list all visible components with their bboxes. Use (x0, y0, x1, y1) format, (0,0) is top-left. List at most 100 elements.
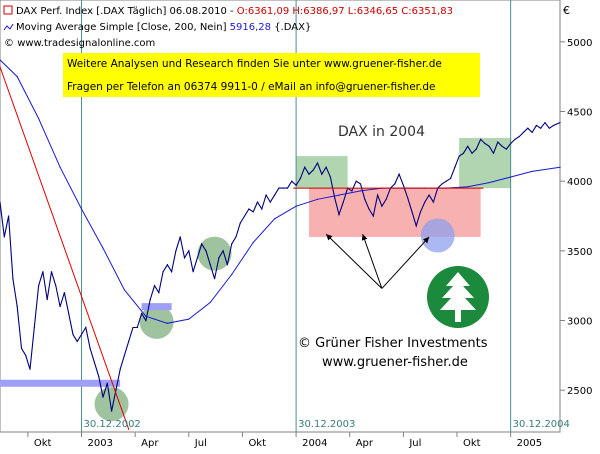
series-0-point-30 (128, 340, 130, 343)
series-0-point-63 (269, 201, 271, 203)
series-1-point-16 (338, 194, 340, 196)
series-0-point-23 (98, 375, 100, 377)
ma-legend: Moving Average Simple [Close, 200, Nein]… (16, 22, 311, 33)
series-0-point-121 (518, 135, 520, 138)
series-0-point-9 (38, 285, 40, 287)
y-tick-label-3: 4000 (567, 177, 592, 188)
banner-background (63, 53, 480, 97)
series-0-point-62 (265, 194, 267, 196)
series-0-point-13 (55, 285, 57, 287)
series-0-point-16 (68, 312, 70, 315)
brand-logo (427, 266, 489, 328)
series-0-point-98 (419, 211, 422, 213)
banner-line-1[interactable]: Weitere Analysen und Research finden Sie… (67, 58, 442, 70)
series-0-point-116 (497, 141, 499, 143)
series-0-point-107 (458, 155, 460, 157)
series-0-point-27 (115, 389, 117, 391)
series-0-point-59 (252, 211, 254, 213)
series-2-point-0 (0, 66, 1, 68)
y-tick-label-4: 4500 (567, 107, 592, 118)
series-0-point-0 (0, 201, 1, 203)
series-0-point-12 (50, 271, 53, 273)
price-legend-icon (3, 5, 13, 15)
series-0-point-74 (316, 162, 319, 164)
brand-url[interactable]: www.gruener-fisher.de (322, 355, 468, 370)
series-0-point-106 (454, 166, 456, 168)
ma-legend-value: 5916,28 (230, 22, 271, 33)
series-0-point-4 (16, 305, 18, 308)
x-tick-label-0: Okt (34, 438, 52, 449)
series-0-point-51 (218, 257, 220, 259)
series-0-point-50 (213, 278, 216, 280)
series-0-point-70 (299, 177, 301, 179)
series-0-point-31 (132, 326, 134, 329)
series-0-point-126 (540, 127, 542, 129)
series-0-point-122 (522, 131, 525, 133)
copyright-symbol: © (4, 38, 17, 49)
series-0-point-69 (295, 184, 297, 186)
series-0-point-127 (544, 122, 546, 124)
series-0-point-92 (394, 183, 396, 185)
x-tick-label-1: 2003 (88, 438, 113, 449)
highlight-box-1 (296, 156, 348, 189)
series-0-point-97 (415, 225, 417, 227)
series-0-point-39 (166, 264, 168, 266)
x-tick-label-8: Okt (463, 438, 481, 449)
series-0-point-33 (141, 312, 143, 315)
series-0-point-110 (471, 152, 473, 154)
series-0-point-66 (282, 187, 284, 189)
y-tick-label-0: 2500 (567, 386, 592, 397)
series-0-point-20 (85, 326, 87, 329)
series-1-point-14 (295, 205, 297, 207)
series-0-point-123 (527, 127, 529, 129)
series-0-point-120 (514, 138, 516, 140)
y-tick-label-1: 3000 (567, 317, 592, 328)
chart-header: DAX Perf. Index [.DAX Täglich] 06.08.201… (3, 5, 453, 49)
series-0-point-79 (338, 214, 340, 216)
annotation-arrows (325, 233, 430, 289)
series-0-point-72 (308, 173, 310, 175)
y-axis-ticks: 2500 3000 3500 4000 4500 5000 (560, 38, 592, 397)
series-1-point-24 (510, 176, 512, 178)
date-mark-1: 30.12.2003 (298, 419, 355, 430)
ma-legend-icon (3, 23, 14, 31)
series-0-point-129 (552, 124, 555, 127)
series-0-point-42 (179, 236, 181, 238)
series-0-point-5 (20, 347, 23, 349)
series-0-point-88 (377, 194, 379, 196)
tradesignal-url: www.tradesignalonline.com (17, 38, 155, 49)
series-0-point-55 (235, 236, 237, 238)
series-0-point-67 (286, 187, 289, 189)
series-0-point-61 (261, 208, 263, 210)
series-0-point-38 (162, 271, 164, 273)
series-0-point-47 (201, 243, 203, 245)
series-0-point-99 (424, 201, 426, 203)
series-0-point-111 (475, 148, 477, 150)
series-0-point-86 (368, 208, 370, 210)
series-1-point-0 (0, 59, 1, 61)
series-0-point-43 (183, 257, 186, 259)
series-0-point-125 (535, 124, 537, 127)
series-0-point-75 (321, 173, 323, 175)
series-1-point-10 (209, 301, 211, 303)
series-0-point-21 (89, 347, 91, 349)
series-1-point-2 (38, 117, 40, 120)
series-0-point-10 (42, 271, 44, 273)
currency-label: € (563, 4, 570, 17)
series-0-point-100 (428, 194, 430, 196)
series-0-point-115 (492, 152, 495, 154)
y-tick-label-2: 3500 (567, 247, 592, 258)
series-0-point-34 (145, 319, 147, 322)
series-1-point-11 (231, 273, 233, 276)
series-1-point-13 (274, 218, 276, 220)
banner-line-2[interactable]: Fragen per Telefon an 06374 9911-0 / eMa… (67, 81, 435, 93)
annotation-arrow-2 (381, 236, 430, 289)
annotation-arrow-0 (325, 233, 383, 289)
copyright-line: © www.tradesignalonline.com (4, 38, 155, 49)
series-0-point-64 (274, 194, 276, 196)
highlight-circle-0 (94, 387, 129, 422)
series-0-point-52 (222, 250, 224, 252)
series-0-point-85 (364, 198, 366, 200)
series-0-point-7 (29, 368, 31, 370)
series-lines (0, 59, 561, 430)
